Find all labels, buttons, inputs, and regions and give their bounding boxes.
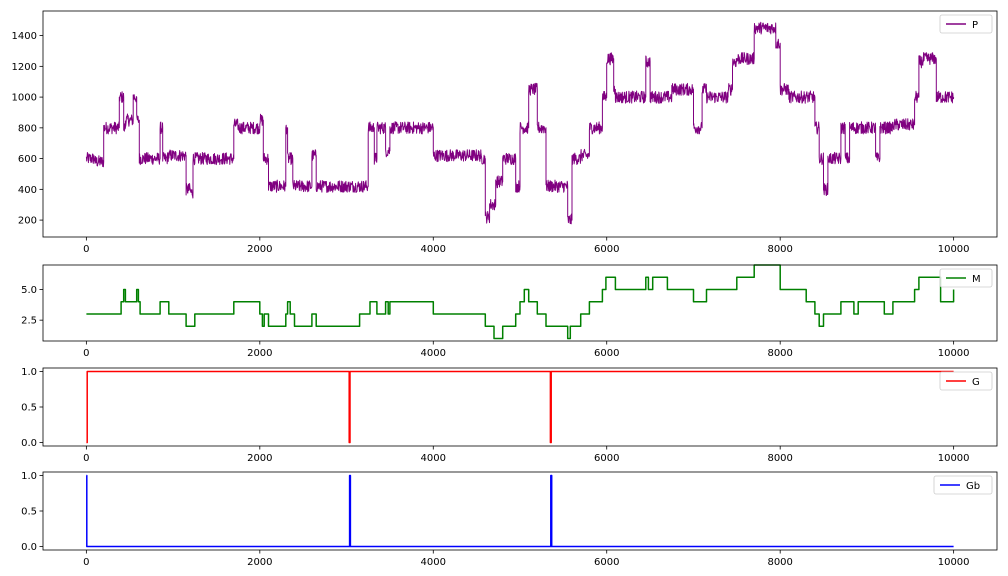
y-tick-label: 400 bbox=[18, 185, 37, 196]
y-tick-label: 800 bbox=[18, 123, 37, 134]
x-tick-label: 6000 bbox=[594, 453, 619, 464]
x-tick-label: 6000 bbox=[594, 557, 619, 568]
x-tick-label: 2000 bbox=[247, 348, 272, 359]
x-tick-label: 4000 bbox=[421, 348, 446, 359]
y-tick-label: 1000 bbox=[12, 93, 37, 104]
y-tick-label: 0.0 bbox=[21, 438, 37, 449]
y-tick-label: 0.5 bbox=[21, 403, 37, 414]
x-tick-label: 10000 bbox=[938, 348, 970, 359]
x-tick-label: 6000 bbox=[594, 348, 619, 359]
series-line-p bbox=[85, 21, 955, 225]
legend-label: G bbox=[972, 377, 980, 388]
x-tick-label: 10000 bbox=[938, 244, 970, 255]
legend: P bbox=[939, 14, 993, 34]
y-tick-label: 1400 bbox=[12, 31, 37, 42]
subplot-gate: 0 2000 4000 6000 8000 10000 0.0 0.5 1.0 G bbox=[21, 367, 998, 464]
x-tick-label: 6000 bbox=[594, 244, 619, 255]
x-tick-label: 2000 bbox=[247, 453, 272, 464]
x-tick-label: 0 bbox=[83, 557, 89, 568]
series-line-g bbox=[86, 370, 954, 444]
subplot-gate-binary: 0 2000 4000 6000 8000 10000 0.0 0.5 1.0 Gb bbox=[21, 471, 998, 568]
series-line-gb bbox=[86, 474, 954, 548]
x-tick-label: 10000 bbox=[938, 557, 970, 568]
x-tick-label: 4000 bbox=[421, 453, 446, 464]
y-tick-label: 1.0 bbox=[21, 367, 37, 378]
x-tick-label: 4000 bbox=[421, 557, 446, 568]
x-tick-label: 4000 bbox=[421, 244, 446, 255]
axes-frame bbox=[42, 264, 998, 342]
legend-label: M bbox=[972, 274, 981, 285]
x-tick-label: 0 bbox=[83, 453, 89, 464]
legend: Gb bbox=[933, 475, 993, 495]
axes-frame bbox=[42, 471, 998, 551]
x-tick-label: 2000 bbox=[247, 244, 272, 255]
subplot-price: 0 2000 4000 6000 8000 10000 200 400 600 800 1000 12… bbox=[12, 10, 998, 255]
legend-label: Gb bbox=[966, 481, 980, 492]
x-tick-label: 2000 bbox=[247, 557, 272, 568]
axes-frame bbox=[42, 10, 998, 238]
legend-box bbox=[933, 475, 993, 495]
subplot-mode: 0 2000 4000 6000 8000 10000 2.5 5.0 M bbox=[21, 264, 998, 359]
legend-label: P bbox=[972, 20, 978, 31]
y-tick-label: 600 bbox=[18, 154, 37, 165]
x-tick-label: 8000 bbox=[767, 348, 792, 359]
x-tick-label: 10000 bbox=[938, 453, 970, 464]
legend: M bbox=[939, 268, 993, 288]
y-tick-label: 5.0 bbox=[21, 285, 37, 296]
x-tick-label: 8000 bbox=[767, 244, 792, 255]
x-tick-label: 0 bbox=[83, 348, 89, 359]
y-tick-label: 200 bbox=[18, 216, 37, 227]
axes-frame bbox=[42, 367, 998, 447]
y-tick-label: 2.5 bbox=[21, 316, 37, 327]
x-tick-label: 8000 bbox=[767, 557, 792, 568]
x-tick-label: 0 bbox=[83, 244, 89, 255]
y-tick-label: 1200 bbox=[12, 62, 37, 73]
y-tick-label: 0.5 bbox=[21, 507, 37, 518]
y-tick-label: 0.0 bbox=[21, 542, 37, 553]
legend: G bbox=[939, 371, 993, 391]
series-line-m bbox=[86, 264, 955, 340]
y-tick-label: 1.0 bbox=[21, 471, 37, 482]
x-tick-label: 8000 bbox=[767, 453, 792, 464]
